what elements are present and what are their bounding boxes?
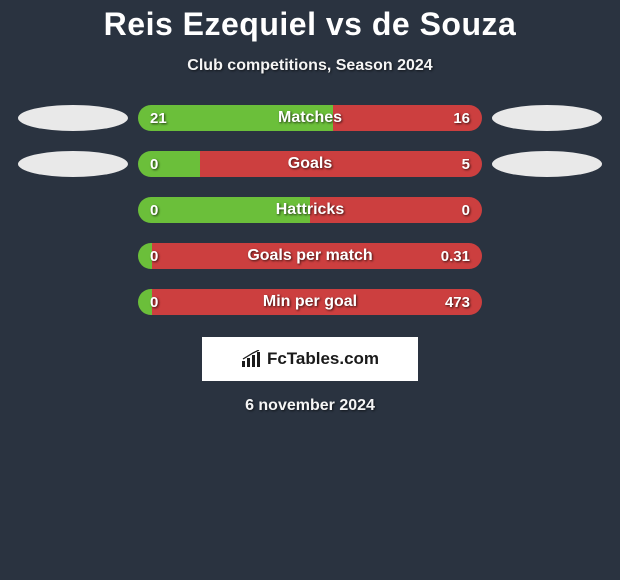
- stat-rows: 2116Matches 05Goals 00Hattricks 00.31Goals …: [0, 105, 620, 315]
- date-text: 6 november 2024: [245, 397, 375, 415]
- stat-bar: 00Hattricks: [138, 197, 482, 223]
- stat-row: 2116Matches: [0, 105, 620, 131]
- fctables-logo: FcTables.com: [202, 337, 418, 381]
- page-title: Reis Ezequiel vs de Souza: [104, 6, 517, 43]
- bar-left-fill: [138, 151, 200, 177]
- stat-bar: 0473Min per goal: [138, 289, 482, 315]
- stat-row: 05Goals: [0, 151, 620, 177]
- bar-right-fill: [152, 243, 482, 269]
- stat-row: 00.31Goals per match: [0, 243, 620, 269]
- bar-right-fill: [200, 151, 482, 177]
- bar-left-fill: [138, 289, 152, 315]
- bar-right-fill: [310, 197, 482, 223]
- bar-left-fill: [138, 105, 333, 131]
- player-left-oval: [18, 151, 128, 177]
- bar-left-fill: [138, 243, 152, 269]
- logo-text: FcTables.com: [267, 349, 379, 369]
- bar-right-fill: [152, 289, 482, 315]
- comparison-infographic: Reis Ezequiel vs de Souza Club competiti…: [0, 0, 620, 415]
- bar-chart-icon: [241, 350, 263, 368]
- stat-row: 0473Min per goal: [0, 289, 620, 315]
- bar-right-fill: [333, 105, 482, 131]
- stat-bar: 05Goals: [138, 151, 482, 177]
- stat-row: 00Hattricks: [0, 197, 620, 223]
- player-right-oval: [492, 151, 602, 177]
- player-right-oval: [492, 105, 602, 131]
- page-subtitle: Club competitions, Season 2024: [187, 57, 432, 75]
- stat-bar: 2116Matches: [138, 105, 482, 131]
- bar-left-fill: [138, 197, 310, 223]
- stat-bar: 00.31Goals per match: [138, 243, 482, 269]
- player-left-oval: [18, 105, 128, 131]
